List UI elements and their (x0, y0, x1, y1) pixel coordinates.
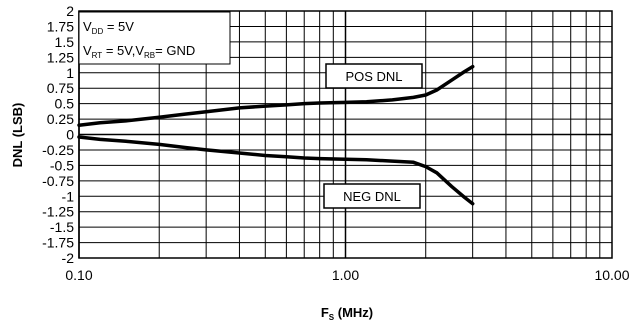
annotation-box (78, 11, 231, 65)
neg-dnl-label: NEG DNL (323, 183, 421, 209)
y-tick-label: -0.25 (42, 142, 74, 158)
pos-dnl-label: POS DNL (325, 63, 423, 89)
y-tick-label: 1.75 (47, 18, 74, 34)
y-tick-label: -0.75 (42, 173, 74, 189)
y-axis-title: DNL (LSB) (10, 103, 25, 168)
y-tick-label: -1.5 (50, 219, 74, 235)
conditions-annotation: VDD = 5V VRT = 5V,VRB= GND (78, 11, 231, 65)
y-tick-label: 0.25 (47, 111, 74, 127)
y-tick-label: 1 (66, 65, 74, 81)
series-lines (77, 64, 475, 206)
annotation-line-2: VRT = 5V,VRB= GND (83, 43, 195, 60)
y-tick-label: -2 (62, 250, 75, 266)
y-tick-label: -1 (62, 188, 75, 204)
plot-frame (78, 10, 613, 259)
pos-dnl-label-text: POS DNL (345, 69, 402, 84)
series-line-pos-dnl (77, 64, 475, 127)
x-tick-labels: 0.10 1.00 10.00 (65, 267, 629, 283)
annotation-line-1: VDD = 5V (83, 19, 134, 36)
y-tick-label: 0.75 (47, 80, 74, 96)
x-tick-label: 0.10 (65, 267, 92, 283)
y-tick-labels: 21.751.51.2510.750.50.250-0.25-0.5-0.75-… (42, 3, 74, 266)
x-tick-label: 1.00 (332, 267, 359, 283)
x-tick-label: 10.00 (594, 267, 629, 283)
y-tick-label: 1.5 (55, 34, 75, 50)
y-tick-label: 1.25 (47, 49, 74, 65)
y-tick-label: 0.5 (55, 96, 75, 112)
y-tick-label: -1.25 (42, 204, 74, 220)
series-line-neg-dnl (77, 135, 475, 206)
y-tick-label: 0 (66, 127, 74, 143)
neg-dnl-label-text: NEG DNL (343, 189, 401, 204)
y-tick-label: -0.5 (50, 157, 74, 173)
y-tick-label: 2 (66, 3, 74, 19)
pos-dnl-label-box (325, 63, 423, 89)
neg-dnl-label-box (323, 183, 421, 209)
y-tick-label: -1.75 (42, 235, 74, 251)
x-axis-title: FS (MHz) (321, 305, 373, 322)
